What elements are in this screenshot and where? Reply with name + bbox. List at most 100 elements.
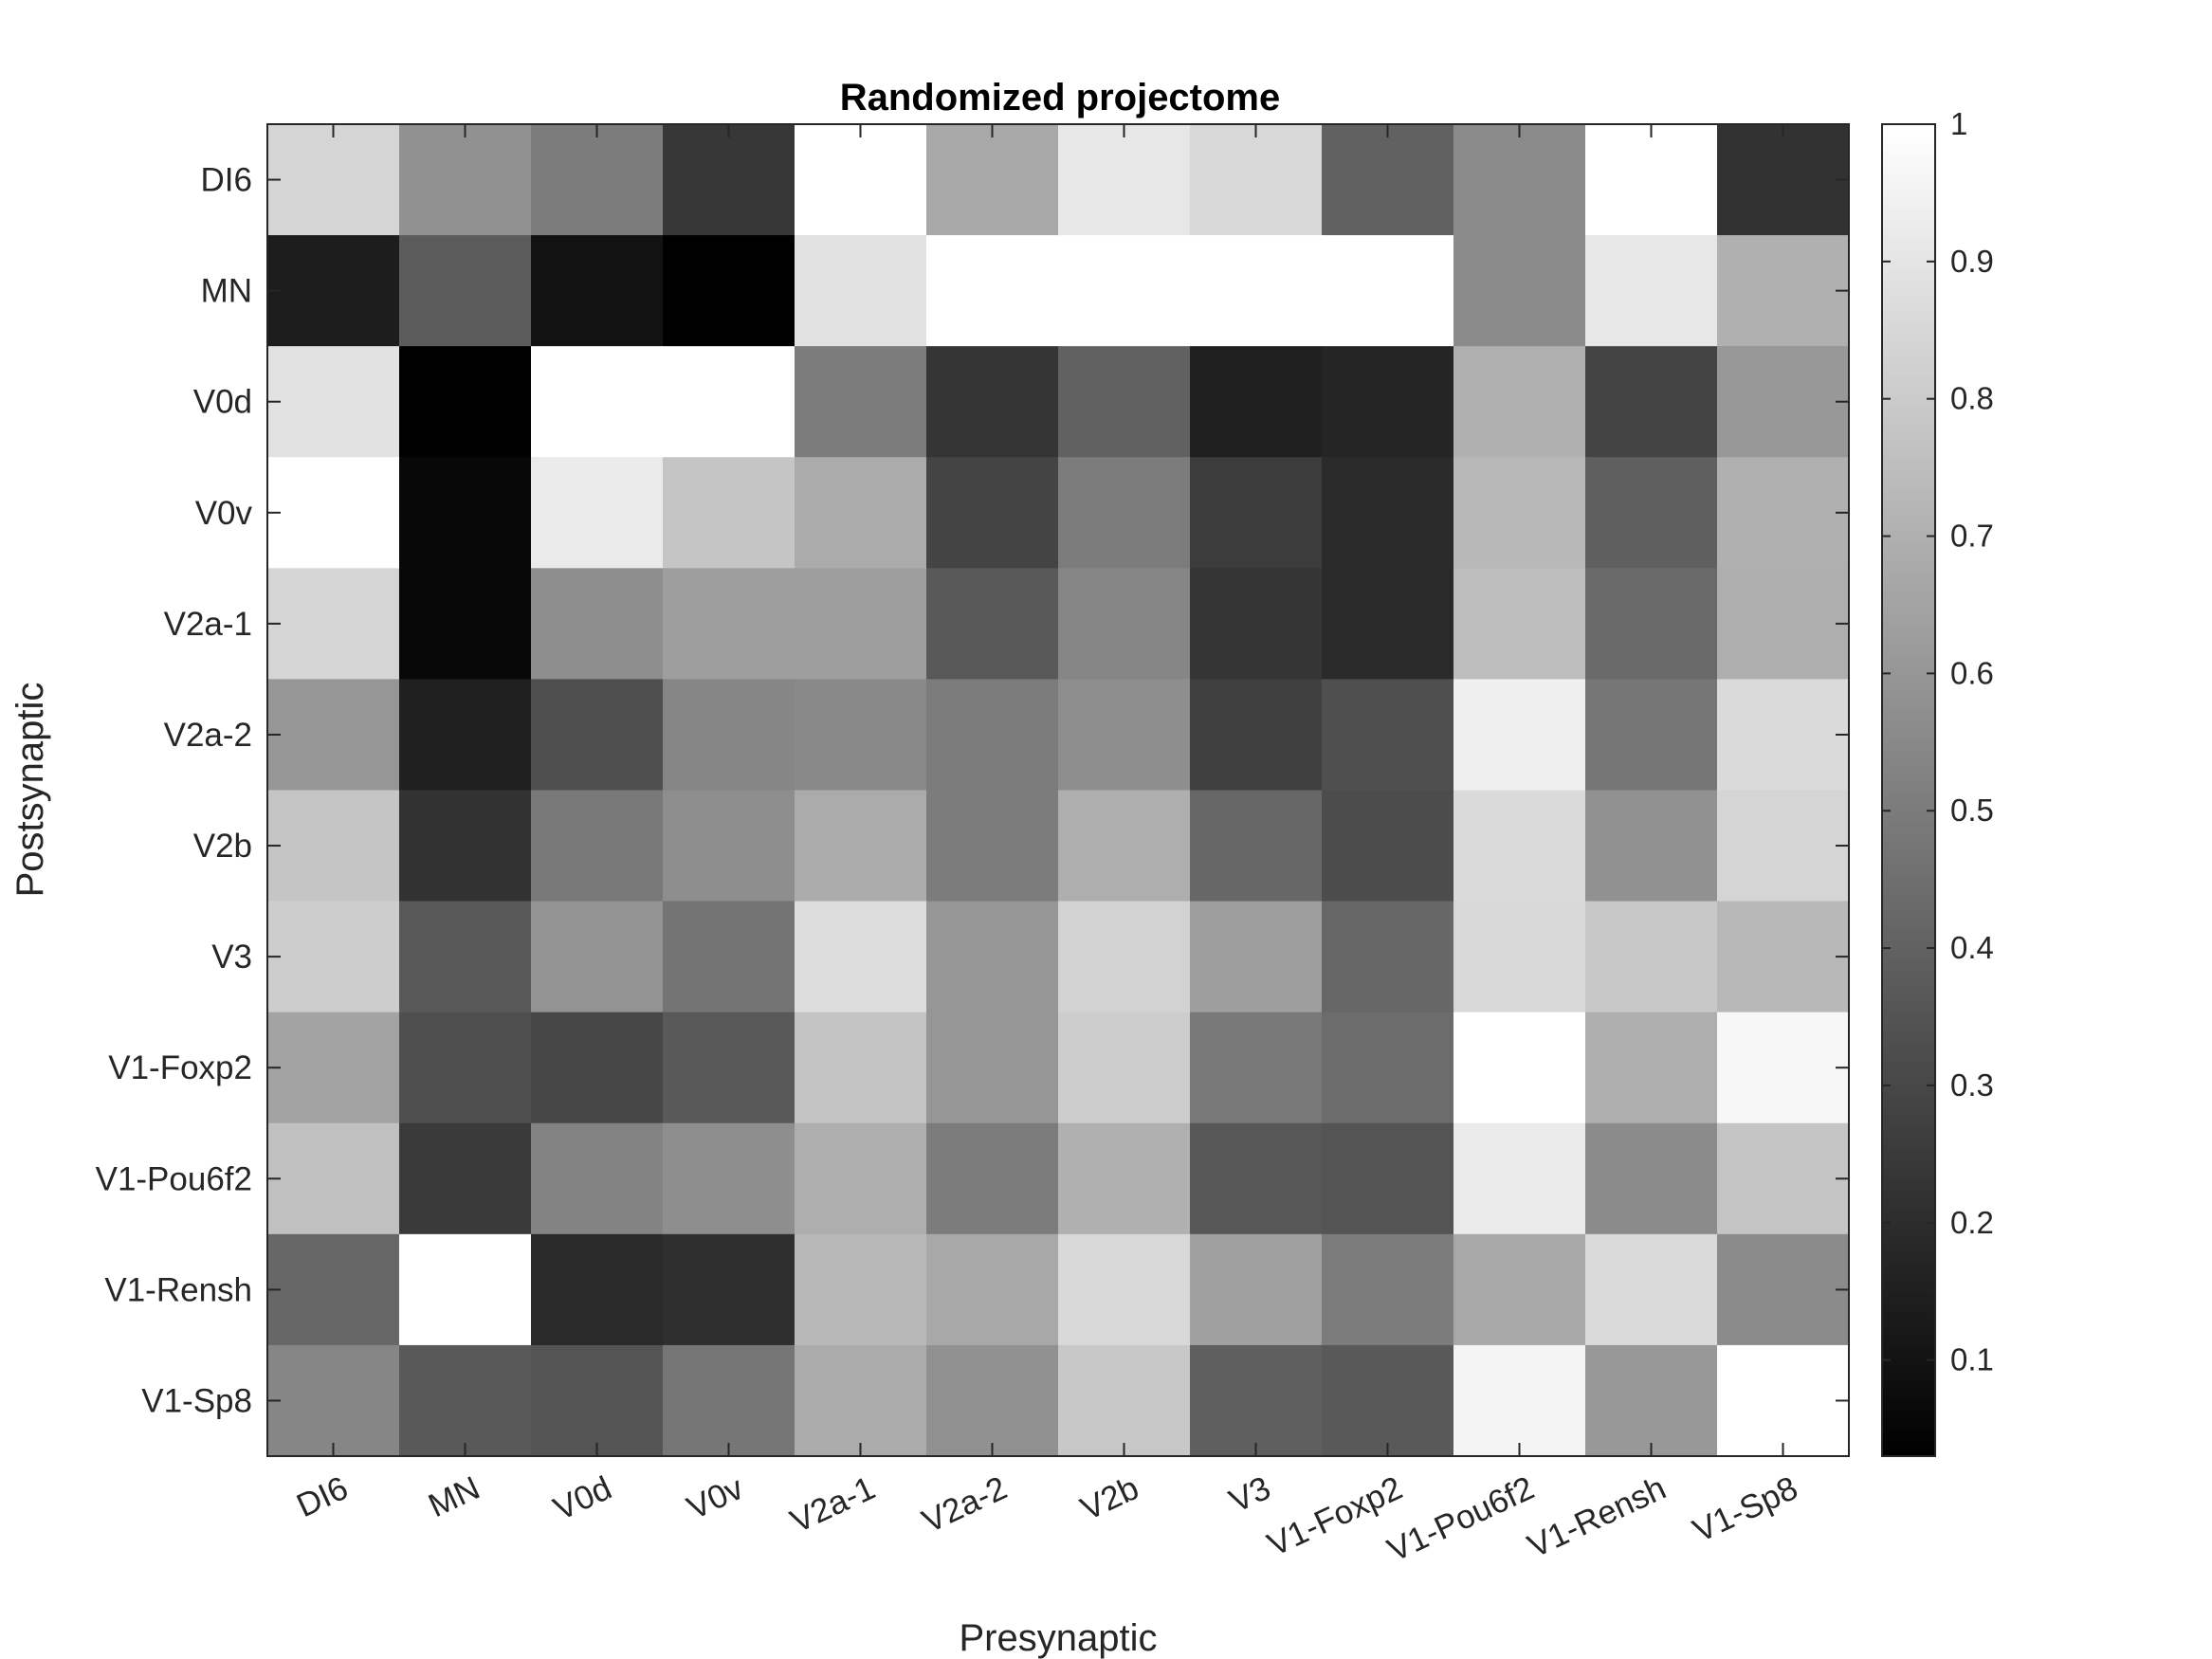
heatmap-cell [1585, 346, 1718, 458]
heatmap-cell [1190, 568, 1323, 681]
heatmap-cell [399, 457, 532, 569]
heatmap-cell [1717, 901, 1850, 1013]
heatmap-cell [1322, 568, 1454, 681]
heatmap-cell [399, 901, 532, 1013]
heatmap-cell [795, 1233, 927, 1346]
heatmap-cell [1322, 457, 1454, 569]
heatmap-cell [1058, 679, 1191, 792]
heatmap-cell [795, 346, 927, 458]
heatmap-cell [267, 457, 400, 569]
heatmap-cell [267, 346, 400, 458]
heatmap-cell [663, 1012, 795, 1124]
heatmap-cell [1322, 1233, 1454, 1346]
colorbar-tick-label: 0.7 [1950, 519, 1994, 554]
heatmap-cell [926, 1344, 1059, 1457]
heatmap-cell [1190, 1344, 1323, 1457]
y-tick-label: V2a-2 [164, 717, 252, 754]
heatmap-cell [531, 1233, 664, 1346]
heatmap-cell [1453, 346, 1586, 458]
colorbar-tick-label: 0.3 [1950, 1067, 1994, 1103]
x-tick-label: V1-Rensh [1522, 1469, 1672, 1565]
heatmap-cell [1453, 679, 1586, 792]
y-tick-label: V1-Pou6f2 [96, 1160, 252, 1197]
heatmap-cell [1190, 1233, 1323, 1346]
heatmap-cell [267, 1122, 400, 1235]
y-tick-label: V2a-1 [164, 606, 252, 643]
heatmap-cell [1585, 124, 1718, 236]
x-tick-label: V2a-2 [917, 1469, 1013, 1540]
heatmap-cell [399, 1012, 532, 1124]
heatmap-cell [926, 235, 1059, 347]
heatmap-cell [1058, 568, 1191, 681]
heatmap-cell [1190, 346, 1323, 458]
heatmap-cell [399, 346, 532, 458]
heatmap-cell [1717, 1233, 1850, 1346]
heatmap-cell [1453, 1233, 1586, 1346]
heatmap-cell [1190, 235, 1323, 347]
x-tick-label: DI6 [291, 1469, 354, 1524]
heatmap-cell [1322, 1012, 1454, 1124]
heatmap-cell [531, 1344, 664, 1457]
heatmap-cell [267, 1344, 400, 1457]
heatmap-cell [399, 790, 532, 902]
axis-ticks [267, 124, 1849, 1456]
heatmap-cell [1453, 1122, 1586, 1235]
colorbar-tick-label: 0.5 [1950, 793, 1994, 828]
heatmap-cell [531, 1122, 664, 1235]
heatmap-cell [267, 901, 400, 1013]
colorbar-tick-label: 0.6 [1950, 655, 1994, 690]
y-tick-label: V1-Sp8 [141, 1382, 252, 1419]
heatmap-cell [1585, 790, 1718, 902]
heatmap-cell [1190, 790, 1323, 902]
heatmap-cell [663, 901, 795, 1013]
colorbar-tick-label: 0.1 [1950, 1342, 1994, 1377]
heatmap-cell [663, 790, 795, 902]
chart-title: Randomized projectome [840, 77, 1281, 118]
heatmap-cell [663, 346, 795, 458]
heatmap-cell [1190, 1012, 1323, 1124]
heatmap-cell [267, 1233, 400, 1346]
heatmap-cell [531, 901, 664, 1013]
heatmap-cell [1453, 790, 1586, 902]
heatmap-cell [1717, 124, 1850, 236]
heatmap-cell [795, 790, 927, 902]
heatmap-cell [1190, 457, 1323, 569]
heatmap-cell [1058, 235, 1191, 347]
heatmap-cell [926, 124, 1059, 236]
heatmap-cell [663, 1233, 795, 1346]
heatmap-cell [399, 124, 532, 236]
colorbar-ticks: 0.1 0.2 0.3 0.4 0.5 0.6 0.7 0.8 0.9 1 [1882, 106, 1994, 1377]
colorbar [1881, 123, 1936, 1457]
heatmap-cell [531, 790, 664, 902]
heatmap-cell [1322, 124, 1454, 236]
heatmap-cell [531, 457, 664, 569]
x-axis-label: Presynaptic [960, 1617, 1158, 1659]
heatmap-cell [1058, 457, 1191, 569]
heatmap-cell [399, 1233, 532, 1346]
heatmap-cell [663, 568, 795, 681]
heatmap-cell [1585, 1012, 1718, 1124]
heatmap-cell [1058, 790, 1191, 902]
heatmap-cell [267, 124, 400, 236]
heatmap-cell [926, 1122, 1059, 1235]
heatmap-cell [663, 679, 795, 792]
heatmap-cell [926, 457, 1059, 569]
colorbar-tick-label: 0.9 [1950, 244, 1994, 279]
heatmap-cells [267, 124, 1850, 1457]
heatmap-cell [1585, 679, 1718, 792]
heatmap-cell [1585, 1122, 1718, 1235]
heatmap-cell [926, 346, 1059, 458]
heatmap-cell [1058, 124, 1191, 236]
y-tick-labels: DI6 MN V0d V0v V2a-1 V2a-2 V2b V3 V1-Foxp2 V1-Pou… [96, 162, 253, 1420]
y-tick-label: DI6 [201, 162, 252, 199]
heatmap-cell [1453, 235, 1586, 347]
heatmap-cell [1322, 901, 1454, 1013]
heatmap-cell [1058, 1012, 1191, 1124]
heatmap-cell [795, 901, 927, 1013]
heatmap-cell [1585, 901, 1718, 1013]
heatmap-cell [399, 1122, 532, 1235]
heatmap-cell [663, 124, 795, 236]
x-tick-label: MN [423, 1469, 485, 1524]
x-tick-label: V0d [548, 1469, 617, 1528]
heatmap-cell [1717, 1344, 1850, 1457]
